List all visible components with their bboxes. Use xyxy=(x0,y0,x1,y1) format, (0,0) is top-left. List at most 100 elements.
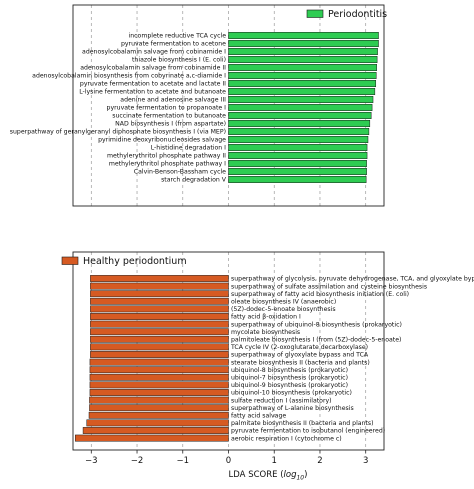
bar-tca-cycle-iv-2-oxoglutarate-decarboxylas xyxy=(90,343,229,351)
bar-adenosylcobalamin-biosynthesis-from-coby xyxy=(228,72,377,79)
bar-label: palmitate biosynthesis II (bacteria and … xyxy=(231,420,374,427)
bar-pyruvate-fermentation-to-acetate-and-lac xyxy=(228,80,377,87)
bar-ubiquinol-9-biosynthesis-prokaryotic xyxy=(89,381,229,389)
bar-label: oleate biosynthesis IV (anaerobic) xyxy=(231,299,336,306)
bar-label: aerobic respiration I (cytochrome c) xyxy=(231,435,342,442)
bar-adenosylcobalamin-salvage-from-cobinamid xyxy=(228,48,378,55)
legend-healthy-periodontium: Healthy periodontium xyxy=(61,256,187,267)
bar-label: TCA cycle IV (2-oxoglutarate decarboxyla… xyxy=(230,344,368,351)
bar-nad-biosynthesis-i-from-aspartate xyxy=(228,120,371,127)
bar-succinate-fermentation-to-butanoate xyxy=(228,112,372,119)
bar-label: superpathway of geranylgeranyl diphospha… xyxy=(10,129,226,136)
bar-label: superpathway of ubiquinol-8 biosynthesis… xyxy=(231,321,402,328)
bar-label: L-lysine fermentation to acetate and but… xyxy=(79,89,226,96)
bar-label: adenosylcobalamin salvage from cobinamid… xyxy=(82,49,226,56)
bar-superpathway-of-ubiquinol-8-biosynthesis xyxy=(90,320,229,328)
bar-superpathway-of-l-alanine-biosynthesis xyxy=(89,404,229,412)
bar-ubiquinol-8-biosynthesis-prokaryotic xyxy=(89,366,229,374)
x-tick-label: 1 xyxy=(272,456,277,466)
x-tick-label: −2 xyxy=(131,456,144,466)
x-tick-label: −3 xyxy=(85,456,98,466)
bar-superpathway-of-sulfate-assimilation-and xyxy=(90,282,229,290)
legend-periodontitis: Periodontitis xyxy=(306,9,387,20)
bar-starch-degradation-v xyxy=(228,176,367,183)
bar-label: thiazole biosynthesis I (E. coli) xyxy=(132,57,226,64)
bar-label: methylerythritol phosphate pathway I xyxy=(109,161,226,168)
x-axis-title: LDA SCORE (log10) xyxy=(229,470,308,482)
bar-label: superpathway of glycolysis, pyruvate deh… xyxy=(231,276,474,283)
bar-ubiquinol-10-biosynthesis-prokaryotic xyxy=(89,389,229,396)
bar-label: Calvin-Benson-Bassham cycle xyxy=(134,169,226,176)
bar-label: ubiquinol-10 biosynthesis (prokaryotic) xyxy=(231,390,352,397)
bar-label: mycolate biosynthesis xyxy=(231,329,300,336)
bar-superpathway-of-geranylgeranyl-diphospha xyxy=(228,128,370,135)
bar-adenine-and-adenosine-salvage-iii xyxy=(228,96,374,103)
x-tick-label: 3 xyxy=(363,456,368,466)
bar-sulfate-reduction-i-assimilatory xyxy=(89,396,229,404)
bar-label: stearate biosynthesis II (bacteria and p… xyxy=(231,359,370,366)
bar-label: ubiquinol-9 biosynthesis (prokaryotic) xyxy=(231,382,348,389)
bar-label: pyruvate fermentation to acetate and lac… xyxy=(80,81,226,88)
bar-fatty-acid-oxidation-i xyxy=(90,313,229,320)
bar-pyrimidine-deoxyribonucleosides-salvage xyxy=(228,136,369,143)
legend-swatch xyxy=(61,256,79,265)
legends-layer: Periodontitis Healthy periodontium xyxy=(61,9,387,267)
bar-superpathway-of-fatty-acid-biosynthesis- xyxy=(90,290,229,298)
bar-methylerythritol-phosphate-pathway-ii xyxy=(228,152,368,159)
bar-label: superpathway of fatty acid biosynthesis … xyxy=(231,291,409,298)
bar-label: (5Z)-dodec-5-enoate biosynthesis xyxy=(231,306,336,313)
bar-label: sulfate reduction I (assimilatory) xyxy=(231,397,332,404)
bar-superpathway-of-glycolysis-pyruvate-dehy xyxy=(90,275,229,282)
bar-label: adenosylcobalamin salvage from cobinamid… xyxy=(80,65,226,72)
bar-label: ubiquinol-7 biosynthesis (prokaryotic) xyxy=(231,375,348,382)
bar-label: incomplete reductive TCA cycle xyxy=(129,33,227,40)
bar-thiazole-biosynthesis-i-e-coli xyxy=(228,56,378,63)
x-tick-label: −1 xyxy=(176,456,189,466)
bar-palmitate-biosynthesis-ii-bacteria-and-p xyxy=(86,419,229,427)
bar-label: pyruvate fermentation to acetone xyxy=(121,41,226,48)
bar-stearate-biosynthesis-ii-bacteria-and-pl xyxy=(89,358,229,366)
x-tick-label: 0 xyxy=(226,456,231,466)
bar-superpathway-of-glyoxylate-bypass-and-tc xyxy=(90,351,229,358)
bar-oleate-biosynthesis-iv-anaerobic xyxy=(90,297,229,305)
bar-label: adenine and adenosine salvage III xyxy=(120,97,226,104)
bar-pyruvate-fermentation-to-acetone xyxy=(228,40,379,47)
bar-label: palmitoleate biosynthesis I (from (5Z)-d… xyxy=(231,337,401,344)
bar-label: starch degradation V xyxy=(161,177,227,184)
x-tick-label: 2 xyxy=(317,456,322,466)
plot-frame-1 xyxy=(72,4,385,207)
bar-label: methylerythritol phosphate pathway II xyxy=(107,153,226,160)
bar-aerobic-respiration-i-cytochrome-c xyxy=(75,434,229,442)
bar-label: superpathway of sulfate assimilation and… xyxy=(231,283,427,290)
bar-mycolate-biosynthesis xyxy=(90,328,229,336)
bar-label: pyruvate fermentation to propanoate I xyxy=(107,105,227,112)
legend-label: Healthy periodontium xyxy=(83,256,187,267)
bars-layer xyxy=(75,32,379,442)
bar-label: pyruvate fermentation to isobutanol (eng… xyxy=(231,428,385,435)
bar-label: pyrimidine deoxyribonucleosides salvage xyxy=(98,137,226,144)
bar-pyruvate-fermentation-to-isobutanol-engi xyxy=(82,427,229,434)
bar-label: ubiquinol-8 biosynthesis (prokaryotic) xyxy=(231,367,348,374)
bar-label: NAD biosynthesis I (from aspartate) xyxy=(115,121,226,128)
bar-fatty-acid-salvage xyxy=(88,411,229,419)
bar-5z-dodec-5-enoate-biosynthesis xyxy=(90,305,229,313)
bar-label: adenosylcobalamin biosynthesis from coby… xyxy=(32,73,226,80)
legend-swatch xyxy=(306,9,324,18)
bar-palmitoleate-biosynthesis-i-from-5z-dode xyxy=(90,335,229,343)
bar-adenosylcobalamin-salvage-from-cobinamid xyxy=(228,64,377,71)
bar-incomplete-reductive-tca-cycle xyxy=(228,32,379,39)
bar-label: L-histidine degradation I xyxy=(151,145,226,152)
legend-label: Periodontitis xyxy=(328,9,387,20)
axes-layer: −3 −2 −1 0 1 2 3 xyxy=(72,4,385,466)
bar-l-histidine-degradation-i xyxy=(228,144,368,151)
bar-label: fatty acid β-oxidation I xyxy=(231,314,301,321)
bar-label: succinate fermentation to butanoate xyxy=(112,113,226,120)
bar-l-lysine-fermentation-to-acetate-and-but xyxy=(228,88,376,95)
bar-label: fatty acid salvage xyxy=(231,413,286,420)
bar-label: superpathway of L-alanine biosynthesis xyxy=(231,405,354,412)
bar-ubiquinol-7-biosynthesis-prokaryotic xyxy=(89,373,229,381)
bar-calvin-benson-bassham-cycle xyxy=(228,168,367,175)
bar-pyruvate-fermentation-to-propanoate-i xyxy=(228,104,373,111)
